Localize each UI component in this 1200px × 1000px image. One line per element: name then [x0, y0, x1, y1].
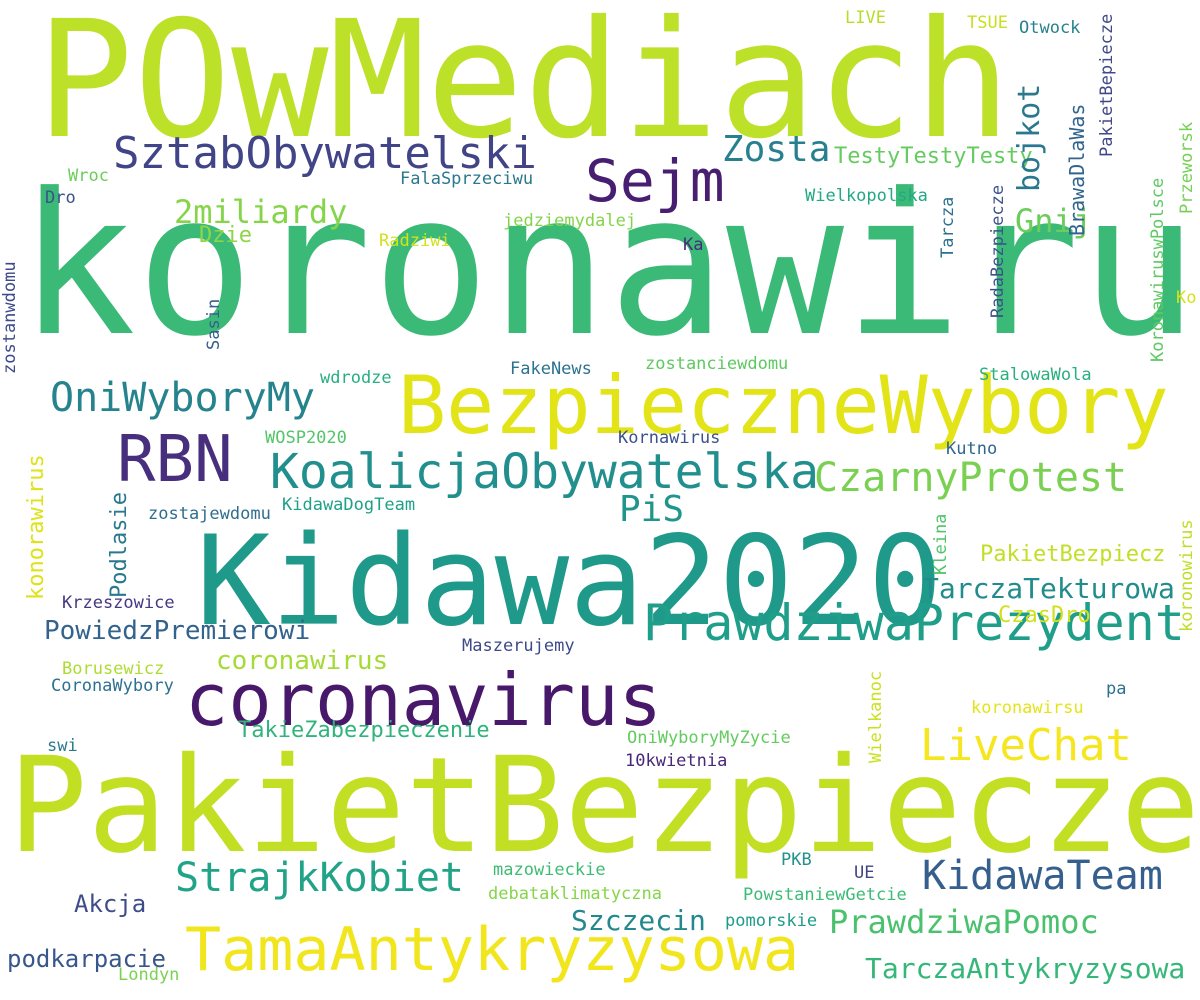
word-zostajewdomu: zostajewdomu	[148, 504, 271, 524]
word-testytestytesty: TestyTestyTesty	[834, 144, 1033, 169]
word-wielkanoc: Wielkanoc	[866, 670, 886, 763]
word-strajkkobiet: StrajkKobiet	[175, 855, 464, 901]
word-akcja: Akcja	[74, 890, 147, 918]
word-koronowirus: koronowirus	[1177, 519, 1197, 632]
word-2miliardy: 2miliardy	[174, 193, 348, 231]
word-pakietbezpiecz: PakietBezpiecz	[980, 542, 1166, 567]
word-czarnyprotest: CzarnyProtest	[814, 455, 1128, 501]
word-zostanwdomu: zostanwdomu	[0, 261, 20, 374]
word-kutno: Kutno	[946, 439, 998, 459]
word-sztabobywatelski: SztabObywatelski	[113, 128, 537, 179]
word-swi: swi	[47, 736, 78, 756]
word-jedziemydalej: jedziemydalej	[503, 211, 637, 231]
word-dzie: Dzie	[199, 223, 252, 248]
word-koalicjaobywatelska: KoalicjaObywatelska	[270, 444, 820, 500]
word-takiezabezpieczenie: TakieZabezpieczenie	[238, 718, 490, 743]
word-wielkopolska: Wielkopolska	[805, 186, 928, 206]
word-rbn: RBN	[117, 423, 233, 497]
word-kidawateam: KidawaTeam	[922, 853, 1163, 899]
word-tarcza: Tarcza	[938, 196, 958, 258]
word-radziwi: Radziwi	[379, 231, 451, 251]
word-stalowawola: StalowaWola	[979, 365, 1092, 385]
word-tarczatekturowa: TarczaTekturowa	[922, 572, 1175, 605]
word-czasdro: CzasDro	[998, 603, 1091, 628]
word-brawadlawas: BrawaDlaWas	[1065, 103, 1089, 236]
word-ue: UE	[854, 863, 875, 883]
word-kidawa2020: Kidawa2020	[196, 510, 943, 654]
word-borusewicz: Borusewicz	[62, 659, 165, 679]
word-dro: Dro	[45, 188, 76, 208]
word-10kwietnia: 10kwietnia	[625, 751, 728, 771]
word-radabezpiecze: RadaBezpiecze	[988, 184, 1008, 318]
word-londyn: Londyn	[118, 965, 180, 985]
word-zostanciewdomu: zostanciewdomu	[645, 354, 789, 374]
word-mazowieckie: mazowieckie	[493, 860, 606, 880]
word-bezpiecznewybory: BezpieczneWybory	[398, 359, 1169, 452]
word-bojkot: bojkot	[1012, 83, 1047, 192]
word-pakietbezpiecze: PakietBezpiecze	[8, 729, 1200, 883]
word-oniwyborymy: OniWyboryMy	[50, 375, 315, 421]
word-oniwyborymyzycie: OniWyboryMyZycie	[627, 728, 791, 748]
word-koronawirsu: koronawirsu	[971, 698, 1084, 718]
word-powstaniewgetcie: PowstaniewGetcie	[743, 885, 907, 905]
word-pa: pa	[1106, 679, 1127, 699]
word-kleina: Kleina	[931, 513, 951, 575]
word-tsue: TSUE	[967, 13, 1008, 33]
word-gnij: Gnij	[1015, 202, 1093, 240]
word-konorawirus: konorawirus	[24, 454, 49, 600]
word-krzeszowice: Krzeszowice	[62, 593, 175, 613]
word-live: LIVE	[845, 8, 886, 28]
word-tarczaantykryzysowa: TarczaAntykryzysowa	[865, 952, 1186, 985]
word-zosta: Zosta	[722, 129, 831, 170]
word-koronawirus: koronawirus	[18, 152, 1200, 380]
word-kornawirus: Kornawirus	[618, 428, 721, 448]
word-powmediach: POwMediach	[36, 0, 1012, 175]
word-pkb: PKB	[781, 850, 812, 870]
word-debataklimatyczna: debataklimatyczna	[488, 884, 662, 904]
word-podlasie: Podlasie	[107, 492, 132, 598]
word-ko: Ko	[1176, 288, 1197, 308]
word-fakenews: FakeNews	[510, 359, 592, 379]
word-wosp2020: WOSP2020	[265, 428, 347, 448]
word-livechat: LiveChat	[920, 720, 1132, 771]
word-coronawirus: coronawirus	[216, 646, 389, 676]
word-falasprzeciwu: FalaSprzeciwu	[400, 169, 534, 189]
word-wroc: Wroc	[68, 166, 109, 186]
word-szczecin: Szczecin	[571, 904, 706, 937]
word-prawdziwapomoc: PrawdziwaPomoc	[829, 903, 1099, 941]
word-coronawybory: CoronaWybory	[51, 676, 174, 696]
word-sasin: Sasin	[204, 298, 224, 350]
word-pakietbepiecze: PakietBepiecze	[1097, 13, 1117, 157]
word-tamaantykryzysowa: TamaAntykryzysowa	[185, 915, 800, 985]
word-ka: Ka	[683, 235, 704, 255]
word-pis: PiS	[619, 489, 685, 530]
word-otwock: Otwock	[1019, 18, 1081, 38]
word-prawdziwaprezydent: PrawdziwaPrezydent	[643, 594, 1185, 652]
word-kidawadogteam: KidawaDogTeam	[282, 495, 416, 515]
word-coronavirus: coronavirus	[185, 658, 662, 742]
word-koronawiruswpolsce: KoronawiruswPolsce	[1148, 177, 1168, 362]
word-sejm: Sejm	[585, 147, 725, 215]
word-powiedzpremierowi: PowiedzPremierowi	[44, 616, 311, 646]
word-podkarpacie: podkarpacie	[7, 945, 166, 973]
word-przeworsk: Przeworsk	[1177, 121, 1197, 214]
word-pomorskie: pomorskie	[725, 911, 818, 931]
word-maszerujemy: Maszerujemy	[462, 636, 575, 656]
word-wdrodze: wdrodze	[320, 368, 392, 388]
